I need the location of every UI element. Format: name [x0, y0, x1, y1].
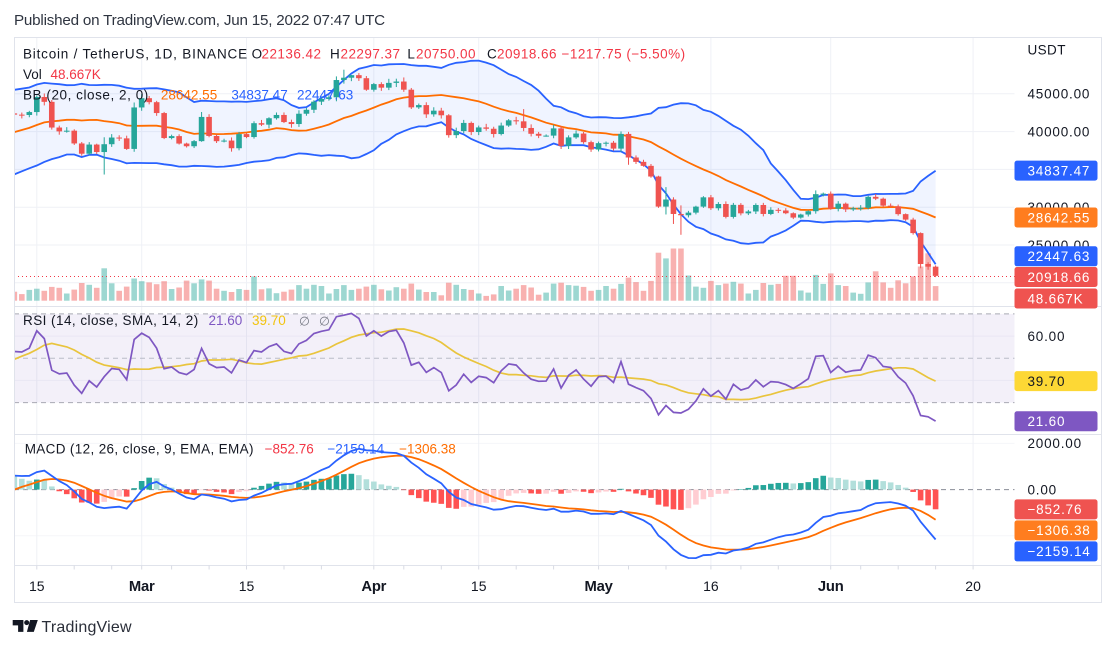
- svg-text:21.60: 21.60: [1028, 414, 1066, 429]
- svg-text:22447.63: 22447.63: [297, 87, 353, 102]
- svg-text:40000.00: 40000.00: [1028, 124, 1091, 139]
- svg-text:60.00: 60.00: [1028, 329, 1066, 344]
- svg-text:L: L: [407, 46, 415, 61]
- svg-text:2000.00: 2000.00: [1028, 436, 1082, 451]
- svg-text:22297.37: 22297.37: [341, 46, 401, 61]
- svg-text:TradingView: TradingView: [42, 619, 132, 636]
- svg-text:∅: ∅: [319, 315, 330, 329]
- svg-text:21.60: 21.60: [209, 313, 243, 328]
- svg-text:Vol: Vol: [23, 67, 42, 82]
- svg-text:15: 15: [29, 578, 45, 594]
- svg-text:−2159.14: −2159.14: [327, 441, 384, 456]
- svg-text:BB (20, close, 2, 0): BB (20, close, 2, 0): [23, 87, 149, 102]
- svg-text:O: O: [252, 46, 263, 61]
- svg-text:39.70: 39.70: [252, 313, 286, 328]
- svg-text:22136.42: 22136.42: [262, 46, 322, 61]
- svg-text:−1306.38: −1306.38: [399, 441, 456, 456]
- svg-text:Apr: Apr: [361, 579, 386, 595]
- svg-text:20: 20: [965, 578, 981, 594]
- svg-text:−1306.38: −1306.38: [1028, 523, 1091, 538]
- svg-text:22447.63: 22447.63: [1028, 249, 1091, 264]
- svg-text:−852.76: −852.76: [1028, 502, 1083, 517]
- svg-text:16: 16: [703, 578, 719, 594]
- svg-text:Bitcoin / TetherUS, 1D, BINANC: Bitcoin / TetherUS, 1D, BINANCE: [23, 46, 248, 61]
- svg-text:C: C: [487, 46, 497, 61]
- svg-text:20918.66: 20918.66: [1028, 270, 1091, 285]
- svg-text:28642.55: 28642.55: [161, 87, 217, 102]
- svg-text:0.00: 0.00: [1028, 482, 1057, 497]
- svg-text:28642.55: 28642.55: [1028, 210, 1091, 225]
- svg-text:34837.47: 34837.47: [1028, 163, 1091, 178]
- svg-text:−1217.75 (−5.50%): −1217.75 (−5.50%): [562, 46, 686, 61]
- svg-text:USDT: USDT: [1028, 42, 1066, 57]
- svg-text:−852.76: −852.76: [265, 441, 314, 456]
- svg-text:20750.00: 20750.00: [416, 46, 476, 61]
- svg-text:48.667K: 48.667K: [1028, 291, 1084, 306]
- svg-text:20918.66: 20918.66: [497, 46, 557, 61]
- svg-text:Published on TradingView.com,: Published on TradingView.com, Jun 15, 20…: [14, 12, 385, 29]
- svg-text:May: May: [585, 579, 614, 595]
- svg-text:RSI (14, close, SMA, 14, 2): RSI (14, close, SMA, 14, 2): [23, 313, 199, 328]
- svg-text:15: 15: [239, 578, 255, 594]
- svg-text:−2159.14: −2159.14: [1028, 544, 1091, 559]
- svg-text:Mar: Mar: [129, 579, 155, 595]
- svg-text:Jun: Jun: [818, 579, 844, 595]
- svg-text:48.667K: 48.667K: [51, 67, 101, 82]
- svg-text:34837.47: 34837.47: [231, 87, 287, 102]
- svg-text:45000.00: 45000.00: [1028, 87, 1091, 102]
- svg-text:H: H: [330, 46, 340, 61]
- svg-text:39.70: 39.70: [1028, 374, 1066, 389]
- svg-text:15: 15: [471, 578, 487, 594]
- svg-text:∅: ∅: [299, 315, 310, 329]
- svg-text:MACD (12, 26, close, 9, EMA, E: MACD (12, 26, close, 9, EMA, EMA): [25, 441, 254, 456]
